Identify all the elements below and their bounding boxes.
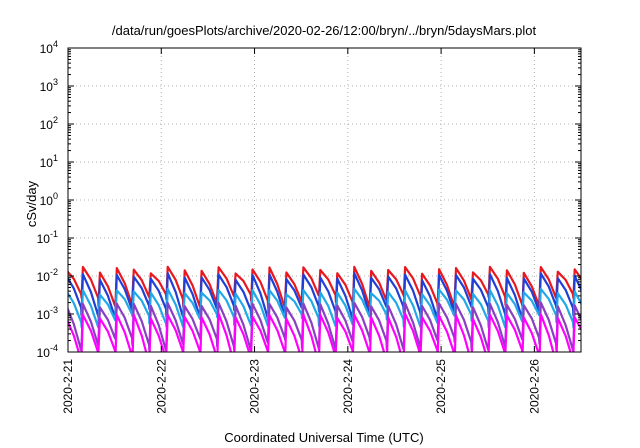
y-tick-label: 102 [40,115,58,132]
x-tick-label: 2020-2-26 [527,359,541,414]
series-layer [68,265,581,352]
y-axis-label: cSv/day [24,180,39,227]
y-tick-label: 101 [40,153,58,170]
y-tick-label: 10-1 [37,229,58,246]
x-tick-label: 2020-2-21 [61,359,75,414]
y-tick-label: 100 [40,191,58,208]
x-tick-label: 2020-2-22 [154,359,168,414]
x-tick-label: 2020-2-23 [248,359,262,414]
x-axis-label: Coordinated Universal Time (UTC) [224,430,423,445]
y-axis: 10-4 10-3 10-2 10-1 100 101 102 103 104 [37,39,581,360]
x-tick-label: 2020-2-24 [341,359,355,414]
y-tick-label: 10-2 [37,267,58,284]
y-tick-label: 103 [40,77,58,94]
x-tick-label: 2020-2-25 [434,359,448,414]
y-tick-label: 104 [40,39,58,56]
series-line [68,312,581,352]
y-tick-label: 10-3 [37,305,58,322]
y-tick-label: 10-4 [37,343,58,360]
x-axis: 2020-2-21 2020-2-22 2020-2-23 2020-2-24 2020… [61,48,541,414]
chart-title: /data/run/goesPlots/archive/2020-02-26/1… [112,23,537,38]
